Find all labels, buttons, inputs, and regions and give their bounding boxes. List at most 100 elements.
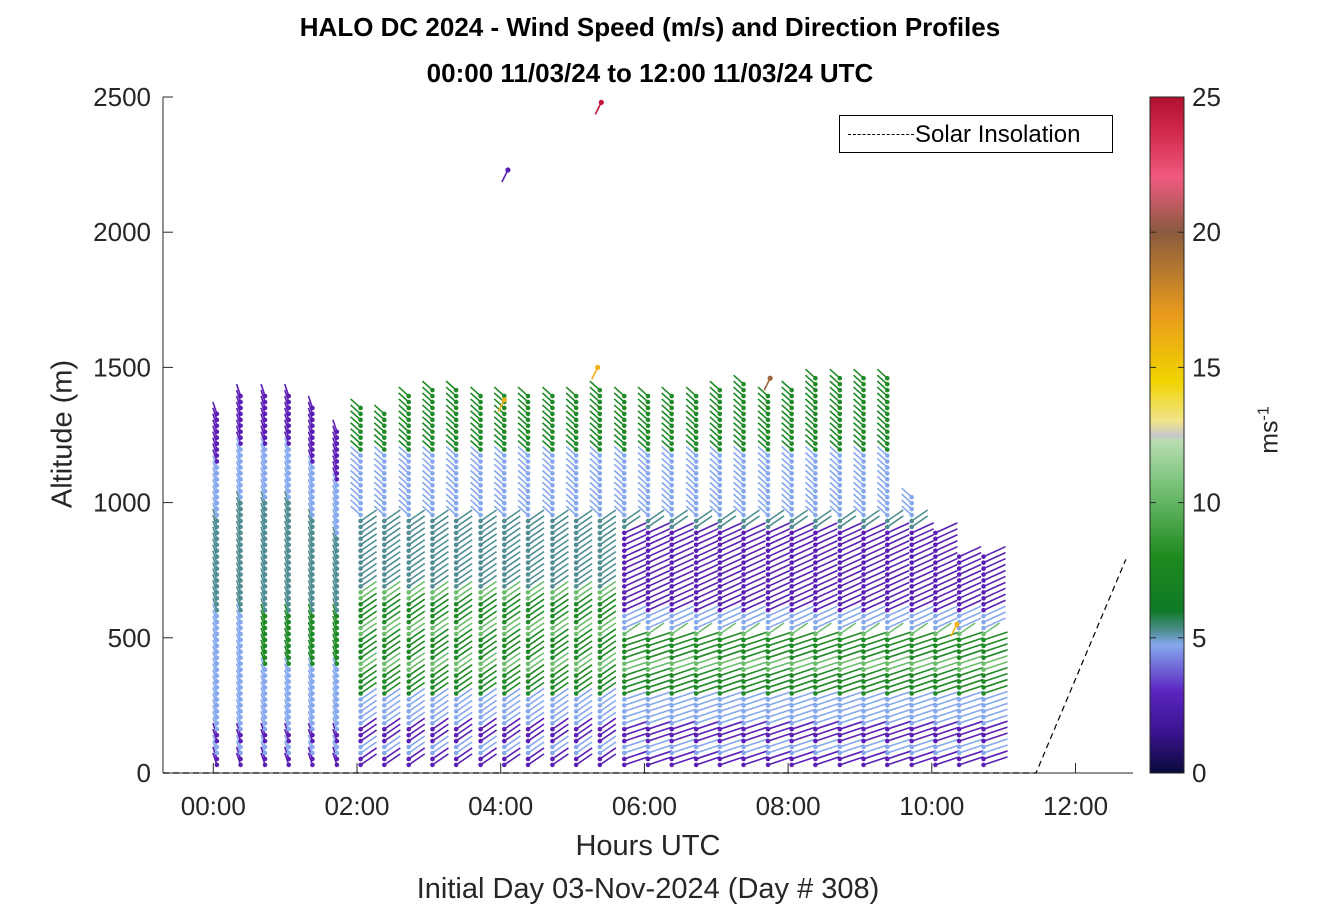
wind-barb-point — [909, 518, 914, 524]
wind-barb-stem — [935, 678, 960, 689]
wind-barb-point — [430, 607, 435, 613]
wind-barb-point — [453, 387, 459, 393]
wind-barb-point — [669, 477, 675, 482]
wind-barb-point — [765, 697, 771, 702]
wind-barb-point — [382, 649, 387, 655]
wind-barb-point — [909, 625, 914, 631]
wind-barb-point — [981, 607, 986, 613]
wind-barb-point — [501, 397, 507, 403]
wind-barb-point — [310, 643, 315, 649]
wind-barb-point — [861, 649, 866, 655]
wind-barb-point — [453, 613, 459, 619]
wind-barb-point — [933, 649, 938, 655]
wind-barb-stem — [887, 631, 912, 641]
wind-barb-point — [430, 423, 435, 429]
wind-barb-stem — [767, 587, 791, 600]
wind-barb-point — [837, 518, 843, 524]
wind-barb-point — [525, 649, 531, 655]
wind-barb-point — [453, 631, 459, 637]
wind-barb-point — [238, 488, 243, 494]
wind-barb-stem — [360, 705, 378, 718]
wind-barb-point — [621, 726, 627, 732]
wind-barb-stem — [647, 515, 665, 528]
wind-barb-point — [573, 709, 579, 714]
wind-barb-stem — [455, 693, 473, 707]
wind-barb-stem — [575, 640, 593, 653]
wind-barb-stem — [575, 669, 593, 683]
wind-barb-point — [837, 613, 843, 619]
wind-barb-point — [645, 566, 651, 571]
wind-barb-point — [358, 482, 363, 488]
wind-barb-point — [478, 726, 483, 732]
wind-barb-stem — [935, 666, 960, 677]
wind-barb-point — [334, 607, 340, 613]
wind-barb-point — [909, 637, 914, 643]
wind-barb-point — [956, 738, 962, 744]
wind-barb-stem — [455, 515, 473, 528]
wind-barb-stem — [503, 580, 521, 594]
wind-barb-point — [621, 554, 627, 559]
wind-barb-stem — [695, 637, 721, 647]
wind-barb-stem — [791, 738, 816, 748]
wind-barb-point — [884, 459, 890, 464]
wind-barb-point — [621, 709, 627, 714]
wind-barb-stem — [599, 634, 617, 647]
wind-barb-point — [884, 584, 890, 589]
wind-barb-point — [884, 453, 890, 458]
wind-barb-stem — [743, 684, 768, 695]
wind-barb-stem — [983, 660, 1008, 671]
wind-barb-stem — [983, 569, 1006, 582]
wind-barb-stem — [791, 557, 815, 570]
wind-barb-point — [717, 607, 723, 613]
wind-barb-point — [621, 542, 627, 548]
wind-barb-stem — [671, 660, 696, 671]
wind-barb-point — [597, 703, 603, 708]
wind-barb-point — [358, 548, 363, 554]
wind-barb-point — [861, 631, 866, 637]
wind-barb-point — [310, 655, 315, 661]
wind-barb-point — [597, 500, 603, 506]
wind-barb-point — [453, 488, 459, 494]
wind-barb-stem — [671, 708, 696, 719]
wind-barb-point — [837, 685, 843, 690]
wind-barb-point — [981, 679, 986, 684]
wind-barb-point — [262, 679, 268, 684]
wind-barb-point — [525, 738, 531, 744]
wind-barb-point — [286, 578, 292, 583]
wind-barb-stem — [480, 604, 498, 617]
wind-barb-point — [238, 661, 243, 667]
wind-barb-stem — [551, 515, 569, 528]
wind-barb-stem — [360, 687, 378, 701]
wind-barb-stem — [383, 556, 401, 570]
wind-barb-point — [406, 590, 412, 595]
wind-barb-point — [286, 524, 292, 530]
wind-barb-point — [884, 738, 890, 744]
wind-barb-stem — [408, 539, 426, 552]
wind-barb-stem — [887, 637, 912, 647]
wind-barb-point — [238, 482, 243, 488]
wind-barb-point — [501, 720, 507, 726]
wind-barb-point — [837, 756, 843, 762]
wind-barb-stem — [767, 557, 791, 570]
wind-barb-point — [789, 471, 795, 476]
wind-barb-stem — [839, 575, 863, 588]
wind-barb-stem — [958, 672, 984, 683]
wind-barb-stem — [839, 509, 857, 522]
wind-barb-stem — [455, 699, 473, 713]
wind-barbs — [212, 99, 1008, 768]
wind-barb-point — [478, 488, 483, 494]
wind-barb-stem — [839, 684, 865, 695]
wind-barb-stem — [647, 672, 673, 683]
wind-barb-point — [358, 750, 363, 756]
wind-barb-point — [981, 714, 986, 720]
wind-barb-stem — [647, 575, 671, 588]
wind-barb-point — [406, 477, 412, 482]
wind-barb-stem — [791, 540, 815, 552]
wind-barb-point — [501, 744, 507, 750]
wind-barb-point — [238, 465, 243, 470]
wind-barb-point — [573, 578, 579, 583]
wind-barb-point — [717, 566, 723, 571]
wind-barb-point — [717, 649, 723, 655]
wind-barb-stem — [383, 729, 401, 742]
wind-barb-point — [501, 423, 507, 429]
